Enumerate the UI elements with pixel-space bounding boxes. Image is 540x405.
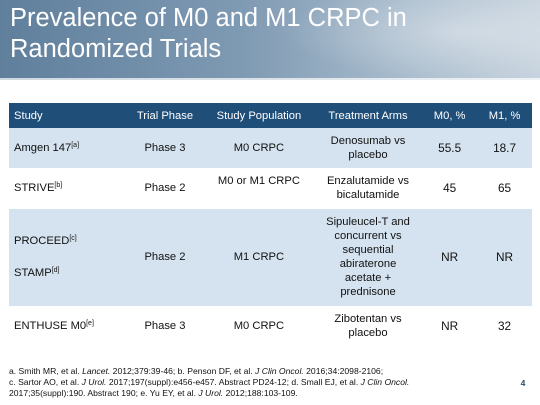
slide-title: Prevalence of M0 and M1 CRPC in Randomiz… — [10, 3, 450, 65]
m0-cell: 45 — [422, 168, 478, 209]
reference-mark: [c] — [69, 235, 77, 242]
page-number: 4 — [520, 378, 526, 388]
arms-line: placebo — [348, 327, 388, 339]
m1-cell: NR — [477, 208, 532, 307]
arms-line: prednisone — [340, 286, 396, 298]
arms-line: bicalutamide — [336, 189, 400, 201]
footnote-text: c. Sartor AO, et al. — [9, 377, 82, 387]
arms-line: placebo — [348, 148, 388, 161]
study-cell: Amgen 147[a] — [9, 128, 126, 169]
header-treatment-arms: Treatment Arms — [313, 103, 423, 128]
study-name-secondary: STAMP[d] — [14, 266, 122, 280]
arms-line: sequential — [342, 244, 394, 256]
footnote-text: 2012;188:103-109. — [223, 388, 298, 398]
slide-title-line-2: Randomized Trials — [10, 35, 222, 63]
study-name: STRIVE — [14, 182, 55, 194]
footnote-text: 2016;34:2098-2106; — [303, 366, 384, 376]
population-cell: M0 CRPC — [204, 306, 314, 347]
header-study-population: Study Population — [204, 103, 314, 128]
arms-line: Denosumab vs — [330, 134, 406, 147]
footnote-text: 2012;379:39-46; b. Penson DF, et al. — [110, 366, 256, 376]
study-name: PROCEED — [14, 235, 70, 247]
study-name: ENTHUSE M0 — [14, 320, 87, 332]
reference-mark: [b] — [54, 182, 63, 189]
footnote-text: 2017;197(suppl):e456-e457. Abstract PD24… — [106, 377, 361, 387]
header-m1: M1, % — [477, 103, 532, 128]
journal-name: J Clin Oncol. — [360, 377, 410, 387]
arms-line: acetate + — [344, 272, 392, 284]
study-cell: PROCEED[c] STAMP[d] — [9, 208, 126, 307]
journal-name: J Clin Oncol. — [255, 366, 304, 376]
reference-mark: [a] — [71, 141, 80, 149]
header-trial-phase: Trial Phase — [125, 103, 205, 128]
m0-cell: NR — [422, 306, 478, 347]
phase-cell: Phase 3 — [125, 128, 205, 169]
arms-line: Zibotentan vs — [334, 313, 402, 325]
table-row: Amgen 147[a] Phase 3 M0 CRPC Denosumab v… — [9, 128, 532, 169]
study-name: STAMP — [14, 267, 52, 279]
phase-cell: Phase 3 — [125, 306, 205, 347]
reference-mark: [d] — [51, 267, 60, 274]
phase-cell: Phase 2 — [125, 168, 205, 209]
journal-name: J Urol. — [81, 377, 107, 387]
banner-divider — [0, 78, 540, 80]
banner-background-image — [280, 0, 540, 80]
arms-line: abiraterone — [339, 258, 397, 270]
header-m0: M0, % — [422, 103, 478, 128]
population-cell: M0 CRPC — [204, 128, 314, 169]
table-header-row: Study Trial Phase Study Population Treat… — [9, 103, 532, 128]
header-study: Study — [9, 103, 126, 128]
population-cell: M1 CRPC — [204, 208, 314, 307]
trials-table: Study Trial Phase Study Population Treat… — [9, 103, 532, 347]
m0-cell: 55.5 — [422, 128, 478, 169]
footnote-text: 2017;35(suppl):190. Abstract 190; e. Yu … — [9, 388, 199, 398]
study-cell: ENTHUSE M0[e] — [9, 306, 126, 347]
table-row: PROCEED[c] STAMP[d] Phase 2 M1 CRPC Sipu… — [9, 208, 532, 307]
journal-name: Lancet. — [82, 366, 111, 376]
title-banner: Prevalence of M0 and M1 CRPC in Randomiz… — [0, 0, 540, 80]
arms-cell: Denosumab vs placebo — [313, 128, 423, 169]
arms-cell: Sipuleucel-T and concurrent vs sequentia… — [313, 208, 423, 307]
m0-cell: NR — [422, 208, 478, 307]
arms-cell: Zibotentan vs placebo — [313, 306, 423, 347]
population-text: M0 or M1 CRPC — [217, 175, 300, 187]
arms-line: concurrent vs — [334, 230, 402, 242]
arms-cell: Enzalutamide vs bicalutamide — [313, 168, 423, 209]
study-name: Amgen 147 — [14, 141, 72, 154]
slide-title-line-1: Prevalence of M0 and M1 CRPC in — [10, 4, 407, 32]
references-footnote: a. Smith MR, et al. Lancet. 2012;379:39-… — [9, 366, 509, 399]
arms-line: Sipuleucel-T and — [326, 216, 410, 228]
table-row: STRIVE[b] Phase 2 M0 or M1 CRPC Enzaluta… — [9, 168, 532, 209]
population-cell: M0 or M1 CRPC — [204, 168, 314, 209]
journal-name: J Urol. — [198, 388, 224, 398]
study-cell: STRIVE[b] — [9, 168, 126, 209]
phase-cell: Phase 2 — [125, 208, 205, 307]
table-row: ENTHUSE M0[e] Phase 3 M0 CRPC Zibotentan… — [9, 306, 532, 347]
footnote-text: a. Smith MR, et al. — [9, 366, 83, 376]
m1-cell: 65 — [477, 168, 532, 209]
m1-cell: 32 — [477, 306, 532, 347]
arms-line: Enzalutamide vs — [326, 175, 410, 187]
reference-mark: [e] — [86, 320, 94, 327]
m1-cell: 18.7 — [477, 128, 532, 169]
